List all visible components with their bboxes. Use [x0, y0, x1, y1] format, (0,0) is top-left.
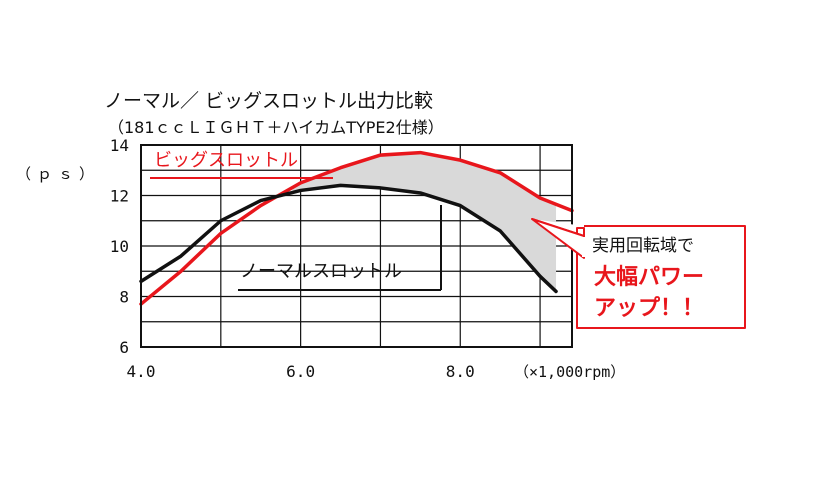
y-tick-label: 8 — [119, 288, 129, 307]
series-label-normal-throttle: ノーマルスロットル — [240, 261, 402, 282]
y-tick-labels: 6 8 10 12 14 — [110, 136, 129, 357]
y-tick-label: 14 — [110, 136, 129, 155]
series-line-normal-throttle — [139, 183, 558, 294]
x-tick-labels: 4.0 6.0 8.0 — [127, 362, 475, 381]
x-tick-label: 6.0 — [286, 362, 315, 381]
series-lines — [139, 150, 574, 306]
gain-region — [292, 152, 557, 292]
x-axis-label: （×1,000rpm） — [514, 363, 625, 381]
x-tick-label: 4.0 — [127, 362, 156, 381]
callout-line-2: 大幅パワー — [594, 265, 704, 290]
callout: 実用回転域で 大幅パワー アップ！！ — [531, 218, 746, 329]
chart-subtitle: （181ｃｃＬＩＧＨＴ＋ハイカムTYPE2仕様） — [108, 118, 444, 137]
x-tick-label: 8.0 — [446, 362, 475, 381]
y-tick-label: 10 — [110, 237, 129, 256]
gain-shaded-area — [292, 152, 557, 292]
y-axis-label: （ｐｓ） — [16, 165, 100, 183]
callout-line-3: アップ！！ — [594, 296, 704, 321]
callout-line-1: 実用回転域で — [592, 236, 694, 256]
series-line-big-throttle — [139, 150, 574, 306]
y-tick-label: 6 — [119, 338, 129, 357]
y-tick-label: 12 — [110, 187, 129, 206]
chart-title: ノーマル／ ビッグスロットル出力比較 — [104, 90, 433, 112]
series-label-big-throttle: ビッグスロットル — [154, 150, 298, 171]
